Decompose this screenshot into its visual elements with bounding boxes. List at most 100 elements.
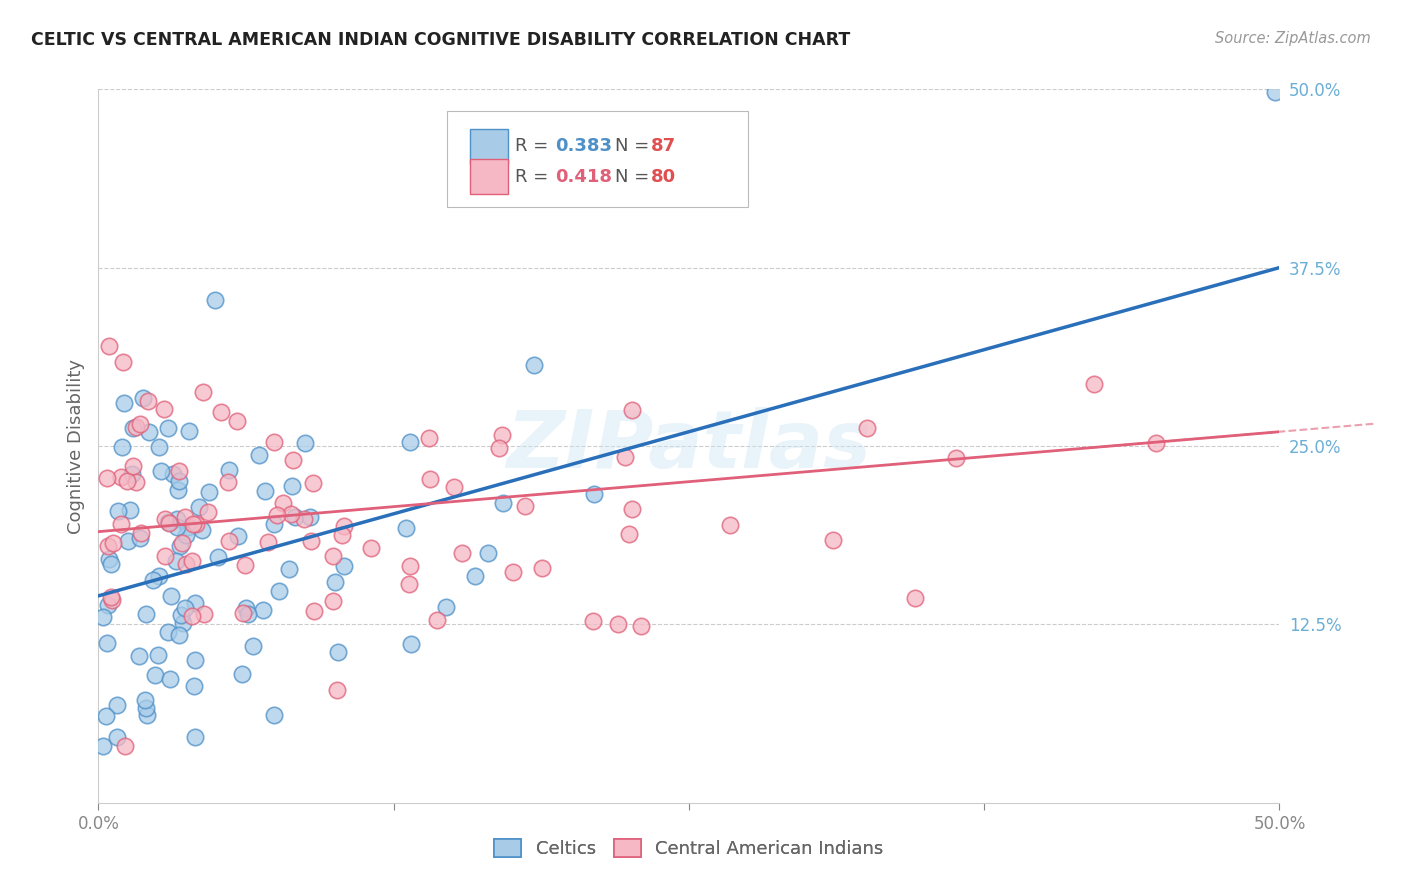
Point [174,510,197,524]
Point [395,521,418,535]
Point [148,441,170,455]
Point [184,653,207,667]
Point [1144,436,1167,450]
Point [193,384,215,399]
Point [606,617,628,632]
Point [155,512,177,526]
Point [177,425,200,439]
Point [167,475,190,489]
Text: N =: N = [614,137,655,155]
Point [326,682,349,697]
Point [198,484,221,499]
Point [398,577,420,591]
Point [110,470,132,484]
Point [298,510,321,524]
Point [581,615,603,629]
Point [173,601,195,615]
Point [477,546,499,560]
Point [302,604,325,618]
Point [530,561,553,575]
FancyBboxPatch shape [471,129,508,164]
Point [111,440,134,454]
Point [583,487,606,501]
Point [177,520,200,534]
Point [100,557,122,571]
Legend: Celtics, Central American Indians: Celtics, Central American Indians [486,831,891,865]
Point [148,568,170,582]
Point [97,539,120,553]
Point [231,667,253,681]
Point [94,708,117,723]
Point [399,637,422,651]
Point [236,607,259,621]
Point [110,516,132,531]
Point [172,615,194,630]
Point [247,448,270,462]
Point [263,435,285,450]
Point [294,436,316,450]
Point [162,467,184,481]
Point [513,499,536,513]
Point [131,391,153,405]
Point [114,739,136,753]
Point [419,472,441,486]
Point [284,509,307,524]
Point [181,554,204,568]
Point [193,607,215,621]
Point [170,536,193,550]
Point [146,648,169,662]
Point [399,559,422,574]
Point [129,531,152,545]
Point [135,701,157,715]
Point [136,393,159,408]
Point [122,421,145,435]
Point [174,527,197,541]
Point [124,475,146,489]
Point [434,599,457,614]
Point [218,463,240,477]
Point [121,467,143,482]
Point [252,602,274,616]
Point [242,639,264,653]
Point [183,679,205,693]
Point [502,565,524,579]
Text: 0.383: 0.383 [555,137,613,155]
Point [621,502,644,516]
Point [184,517,207,532]
Point [856,420,879,434]
Point [96,636,118,650]
Text: N =: N = [614,168,655,186]
Point [190,524,212,538]
Point [464,569,486,583]
Point [271,496,294,510]
Point [128,649,150,664]
Text: 80: 80 [651,168,676,186]
Point [326,645,349,659]
Point [332,559,354,574]
Point [112,396,135,410]
Point [426,614,449,628]
Point [166,520,188,534]
Point [277,561,299,575]
Point [157,516,180,531]
Point [399,434,422,449]
Point [128,417,150,432]
Point [217,475,239,490]
Point [263,516,285,531]
Point [232,606,254,620]
Point [292,512,315,526]
Point [169,539,191,553]
Point [91,610,114,624]
Point [226,529,249,543]
Point [281,479,304,493]
Point [96,471,118,485]
Point [283,453,305,467]
Point [105,698,128,712]
Point [181,517,204,532]
Text: Source: ZipAtlas.com: Source: ZipAtlas.com [1215,31,1371,46]
Point [134,693,156,707]
Point [280,508,302,522]
Point [821,533,844,547]
Point [101,592,124,607]
Point [142,574,165,588]
